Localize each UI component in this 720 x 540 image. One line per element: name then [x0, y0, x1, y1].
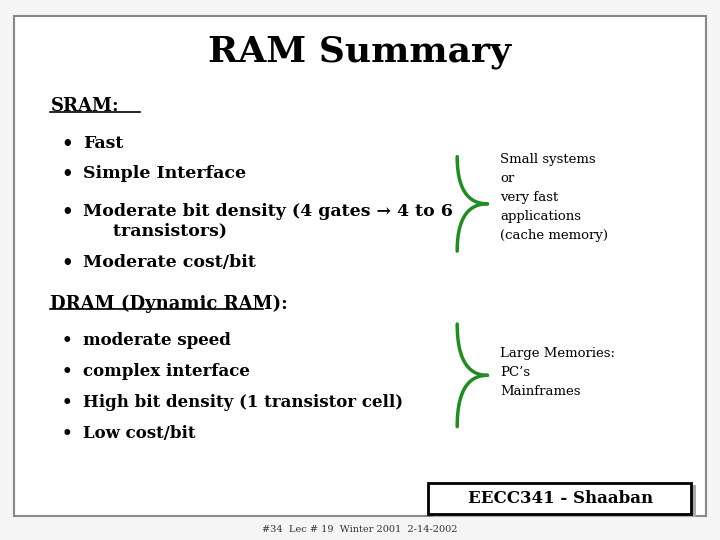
Text: •: •	[61, 202, 73, 220]
Text: •: •	[61, 363, 72, 380]
Text: •: •	[61, 135, 73, 153]
Text: •: •	[61, 394, 72, 411]
FancyBboxPatch shape	[433, 485, 696, 517]
Text: Moderate cost/bit: Moderate cost/bit	[83, 254, 256, 271]
Text: •: •	[61, 332, 72, 349]
Text: •: •	[61, 425, 72, 442]
Text: Moderate bit density (4 gates → 4 to 6
     transistors): Moderate bit density (4 gates → 4 to 6 t…	[83, 202, 453, 239]
Text: Low cost/bit: Low cost/bit	[83, 425, 195, 442]
Text: #34  Lec # 19  Winter 2001  2-14-2002: #34 Lec # 19 Winter 2001 2-14-2002	[262, 525, 458, 534]
FancyBboxPatch shape	[428, 483, 691, 514]
Text: Large Memories:
PC’s
Mainframes: Large Memories: PC’s Mainframes	[500, 347, 616, 398]
Text: Fast: Fast	[83, 135, 123, 152]
Text: •: •	[61, 254, 73, 272]
Text: complex interface: complex interface	[83, 363, 250, 380]
Text: Simple Interface: Simple Interface	[83, 165, 246, 181]
Text: Small systems
or
very fast
applications
(cache memory): Small systems or very fast applications …	[500, 153, 608, 241]
Text: DRAM (Dynamic RAM):: DRAM (Dynamic RAM):	[50, 294, 288, 313]
Text: moderate speed: moderate speed	[83, 332, 230, 349]
Text: •: •	[61, 165, 73, 183]
Text: RAM Summary: RAM Summary	[209, 35, 511, 69]
Text: EECC341 - Shaaban: EECC341 - Shaaban	[467, 490, 653, 507]
Text: High bit density (1 transistor cell): High bit density (1 transistor cell)	[83, 394, 403, 411]
FancyBboxPatch shape	[14, 16, 706, 516]
Text: SRAM:: SRAM:	[50, 97, 119, 115]
